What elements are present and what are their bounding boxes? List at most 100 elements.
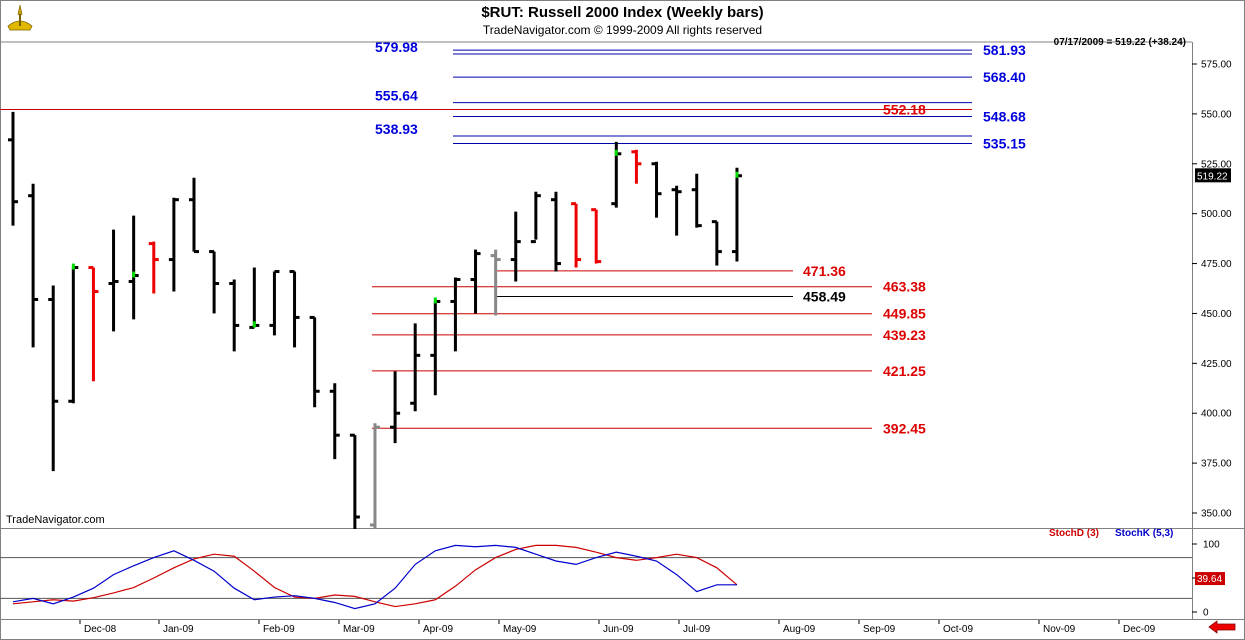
x-tick-label: Dec-09 bbox=[1123, 624, 1156, 635]
price-bar bbox=[188, 177, 199, 254]
price-bar bbox=[550, 191, 561, 272]
price-bar bbox=[369, 423, 380, 529]
price-bar bbox=[731, 167, 742, 262]
y-tick-label: 500.00 bbox=[1201, 209, 1232, 220]
x-tick-label: Nov-09 bbox=[1043, 624, 1076, 635]
last-price-label: 519.22 bbox=[1197, 171, 1228, 182]
stoch-d-legend: StochD (3) bbox=[1049, 528, 1099, 539]
stoch-value-label: 39.64 bbox=[1197, 574, 1222, 585]
price-bar bbox=[88, 266, 99, 382]
price-bar bbox=[711, 220, 722, 266]
x-tick-label: Mar-09 bbox=[343, 624, 375, 635]
y-tick-label: 400.00 bbox=[1201, 409, 1232, 420]
price-bar bbox=[530, 191, 541, 244]
y-tick-label: 350.00 bbox=[1201, 509, 1232, 520]
watermark-text: TradeNavigator.com bbox=[6, 514, 105, 526]
price-bar bbox=[28, 183, 39, 348]
time-axis: Dec-08 Jan-09 Feb-09 Mar-09 Apr-09 May-09 Jun-… bbox=[79, 620, 1156, 635]
fibonacci-levels: 581.93 579.98 568.40 555.64 552.18 548.68 538.… bbox=[0, 39, 1026, 436]
x-tick-label: Oct-09 bbox=[943, 624, 973, 635]
x-tick-label: Apr-09 bbox=[423, 624, 453, 635]
price-bar bbox=[209, 250, 220, 314]
price-axis: 575.00 550.00 525.00 500.00 475.00 450.00 425.… bbox=[1192, 60, 1232, 520]
level-label: 463.38 bbox=[883, 279, 926, 295]
price-bar bbox=[128, 215, 139, 320]
level-label: 552.18 bbox=[883, 102, 926, 118]
y-tick-label: 550.00 bbox=[1201, 109, 1232, 120]
price-bar bbox=[571, 202, 582, 268]
price-bar bbox=[349, 433, 360, 529]
level-label: 449.85 bbox=[883, 306, 926, 322]
price-bar bbox=[651, 161, 662, 218]
price-bar bbox=[631, 149, 642, 184]
price-bars: 519.22 bbox=[8, 111, 1231, 529]
stoch-y-tick-label: 100 bbox=[1203, 540, 1220, 551]
x-tick-label: Jul-09 bbox=[683, 624, 711, 635]
price-bar bbox=[691, 173, 702, 228]
stoch-d-line bbox=[12, 544, 738, 608]
price-bar bbox=[68, 263, 79, 404]
level-label: 421.25 bbox=[883, 363, 926, 379]
level-label: 535.15 bbox=[983, 136, 1026, 152]
level-label: 392.45 bbox=[883, 420, 926, 436]
y-tick-label: 575.00 bbox=[1201, 60, 1232, 71]
level-label: 581.93 bbox=[983, 42, 1026, 58]
price-bar bbox=[249, 267, 260, 329]
level-label: 579.98 bbox=[375, 39, 418, 55]
x-tick-label: Dec-08 bbox=[84, 624, 117, 635]
x-tick-label: Sep-09 bbox=[863, 624, 896, 635]
trade-navigator-logo-icon bbox=[7, 4, 33, 31]
price-bar bbox=[8, 111, 18, 226]
x-tick-label: Feb-09 bbox=[263, 624, 295, 635]
price-bar bbox=[410, 323, 421, 412]
price-bar bbox=[450, 277, 461, 352]
y-tick-label: 375.00 bbox=[1201, 459, 1232, 470]
y-tick-label: 450.00 bbox=[1201, 309, 1232, 320]
level-label: 471.36 bbox=[803, 263, 846, 279]
level-label: 555.64 bbox=[375, 88, 418, 104]
stoch-k-legend: StochK (5,3) bbox=[1115, 528, 1174, 539]
stoch-k-line bbox=[12, 544, 737, 610]
y-tick-label: 425.00 bbox=[1201, 359, 1232, 370]
price-bar bbox=[148, 241, 159, 294]
last-price-tag bbox=[1195, 168, 1231, 183]
price-bar bbox=[490, 249, 501, 316]
price-bar bbox=[309, 315, 320, 408]
x-tick-label: Jan-09 bbox=[163, 624, 194, 635]
price-bar bbox=[289, 270, 300, 348]
copyright-text: TradeNavigator.com © 1999-2009 All right… bbox=[482, 23, 763, 37]
price-bar bbox=[229, 279, 240, 352]
x-tick-label: May-09 bbox=[503, 624, 537, 635]
price-bar bbox=[611, 141, 622, 208]
price-bar bbox=[269, 270, 280, 336]
level-label: 548.68 bbox=[983, 109, 1026, 125]
x-tick-label: Jun-09 bbox=[603, 624, 634, 635]
price-bar bbox=[430, 297, 441, 396]
price-bar bbox=[510, 211, 521, 282]
price-bar bbox=[48, 285, 59, 472]
level-label: 538.93 bbox=[375, 121, 418, 137]
level-label: 568.40 bbox=[983, 69, 1026, 85]
level-label: 439.23 bbox=[883, 327, 926, 343]
y-tick-label: 525.00 bbox=[1201, 159, 1232, 170]
x-tick-label: Aug-09 bbox=[783, 624, 816, 635]
price-bar bbox=[591, 208, 602, 264]
stoch-y-tick-label: 0 bbox=[1203, 608, 1209, 619]
price-bar bbox=[168, 197, 179, 292]
price-bar bbox=[390, 371, 401, 444]
chart-title: $RUT: Russell 2000 Index (Weekly bars) bbox=[481, 4, 764, 21]
price-bar bbox=[329, 383, 340, 460]
last-quote-text: 07/17/2009 = 519.22 (+38.24) bbox=[1053, 37, 1186, 48]
stoch-value-tag bbox=[1195, 572, 1225, 586]
price-bar bbox=[470, 249, 481, 314]
stochastic-panel: 10050039.64 bbox=[0, 540, 1225, 619]
y-tick-label: 475.00 bbox=[1201, 259, 1232, 270]
scroll-back-arrow-icon[interactable] bbox=[1208, 620, 1236, 634]
price-bar bbox=[108, 229, 119, 332]
price-bar bbox=[671, 185, 682, 236]
level-label: 458.49 bbox=[803, 289, 846, 305]
